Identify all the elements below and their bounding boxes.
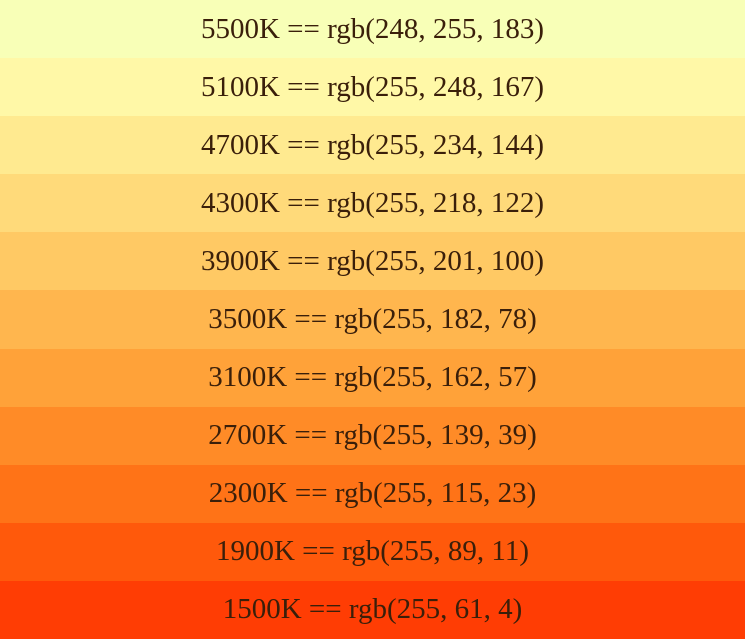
table-row: 4700K == rgb(255, 234, 144) bbox=[0, 116, 745, 174]
row-label: 1900K == rgb(255, 89, 11) bbox=[216, 535, 529, 568]
row-label: 2700K == rgb(255, 139, 39) bbox=[208, 419, 537, 452]
table-row: 4300K == rgb(255, 218, 122) bbox=[0, 174, 745, 232]
table-row: 1500K == rgb(255, 61, 4) bbox=[0, 581, 745, 639]
table-row: 3900K == rgb(255, 201, 100) bbox=[0, 232, 745, 290]
table-row: 5100K == rgb(255, 248, 167) bbox=[0, 58, 745, 116]
color-temperature-chart: 5500K == rgb(248, 255, 183) 5100K == rgb… bbox=[0, 0, 745, 639]
row-label: 3500K == rgb(255, 182, 78) bbox=[208, 303, 537, 336]
row-label: 3100K == rgb(255, 162, 57) bbox=[208, 361, 537, 394]
table-row: 2700K == rgb(255, 139, 39) bbox=[0, 407, 745, 465]
table-row: 3500K == rgb(255, 182, 78) bbox=[0, 290, 745, 348]
table-row: 2300K == rgb(255, 115, 23) bbox=[0, 465, 745, 523]
row-label: 4300K == rgb(255, 218, 122) bbox=[201, 187, 544, 220]
table-row: 3100K == rgb(255, 162, 57) bbox=[0, 349, 745, 407]
row-label: 2300K == rgb(255, 115, 23) bbox=[209, 477, 537, 510]
row-label: 5100K == rgb(255, 248, 167) bbox=[201, 71, 544, 104]
table-row: 1900K == rgb(255, 89, 11) bbox=[0, 523, 745, 581]
row-label: 4700K == rgb(255, 234, 144) bbox=[201, 129, 544, 162]
table-row: 5500K == rgb(248, 255, 183) bbox=[0, 0, 745, 58]
row-label: 5500K == rgb(248, 255, 183) bbox=[201, 13, 544, 46]
row-label: 3900K == rgb(255, 201, 100) bbox=[201, 245, 544, 278]
row-label: 1500K == rgb(255, 61, 4) bbox=[223, 593, 523, 626]
